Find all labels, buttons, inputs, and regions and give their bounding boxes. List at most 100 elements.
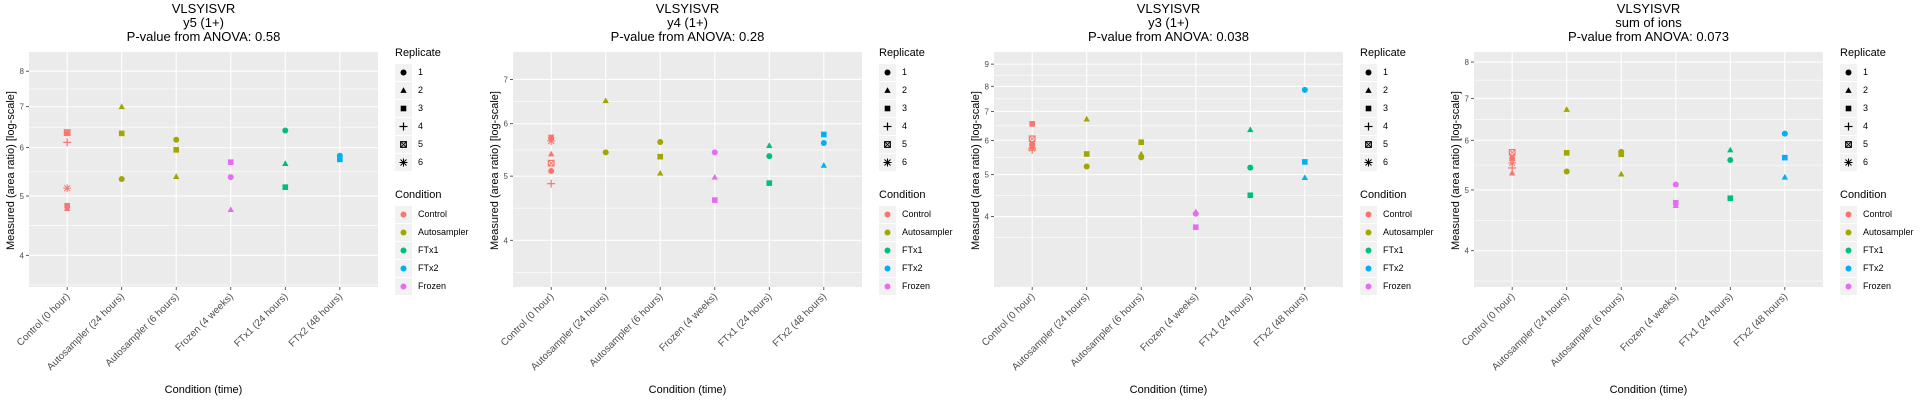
legend-key-shape [399,158,408,166]
x-axis-label: Condition (time) [164,384,243,396]
plot-background [29,52,378,287]
legend-label: 4 [418,121,424,131]
y-tick-label: 9 [985,60,990,69]
y-tick-label: 5 [985,171,990,180]
legend-label: 3 [1383,103,1389,113]
legend-title-replicate: Replicate [879,47,925,59]
data-point [63,129,71,136]
circle-icon [395,63,412,81]
legend-key-shape [1365,140,1372,148]
data-point [1508,169,1516,176]
legend-item-replicate: 2 [1840,81,1914,99]
legend-key-shape [1364,122,1373,130]
legend-item-replicate: 3 [879,99,953,117]
data-point [1302,159,1308,165]
data-point [711,173,718,180]
legend-key-shape [1365,69,1372,75]
legend-key-dot [400,211,407,217]
legend-title-condition: Condition [1360,189,1407,201]
x-axis-label: Condition (time) [1129,384,1208,396]
legend-label: Autosampler [1863,227,1914,237]
legend-item-condition: FTx1 [395,241,469,259]
legend-item-condition: Frozen [879,277,953,295]
color-dot-icon [1840,205,1857,223]
legend-key-shape [1365,105,1372,111]
data-point [1618,151,1625,158]
data-point [1727,157,1734,164]
plus-icon [1360,117,1377,135]
legend-item-replicate: 5 [1840,135,1914,153]
legend-key-dot [884,211,891,217]
triangle-icon [1360,81,1377,99]
color-dot-icon [1840,277,1857,295]
data-point [1247,192,1254,199]
data-point [118,103,125,110]
color-dot-icon [1840,223,1857,241]
data-point [1563,150,1570,156]
chart-title: VLSYISVR y4 (1+) P-value from ANOVA: 0.28 [513,2,862,44]
data-point [63,138,72,147]
plus-icon [879,117,896,135]
legend-item-condition: Frozen [1840,277,1914,295]
x-tick-label: FTx1 (24 hours) [1677,291,1735,349]
legend-key-dot [1845,247,1852,253]
legend-title-condition: Condition [879,189,926,201]
legend-label: Frozen [418,281,447,291]
circle-icon [879,63,896,81]
data-point [1247,126,1254,133]
y-axis-label: Measured (area ratio) [log-scale] [5,90,17,250]
legend-item-condition: Frozen [1360,277,1434,295]
data-point [1509,155,1516,162]
legend-item-condition: Autosampler [1840,223,1914,241]
data-point [337,156,343,163]
legend-key-shape [400,69,407,75]
ion-subtitle: sum of ions [1615,15,1682,30]
legend-label: 3 [418,103,424,113]
asterisk-icon [1840,153,1857,171]
legend-item-replicate: 1 [1360,63,1434,81]
legend-key-dot [1845,265,1852,271]
pvalue-label: P-value from ANOVA: 0.28 [610,29,765,44]
legend-label: 3 [902,103,908,113]
data-point [1672,181,1679,188]
legend-item-replicate: 3 [1360,99,1434,117]
legend-key-shape [400,86,407,93]
data-point [547,179,556,188]
data-point [227,174,234,181]
legend-key-shape [1844,122,1853,130]
data-point [1672,202,1679,209]
legend-label: 1 [1863,67,1869,77]
pvalue-label: P-value from ANOVA: 0.073 [1568,29,1729,44]
circle-icon [1360,63,1377,81]
data-point [711,149,718,156]
data-point [118,130,125,137]
color-dot-icon [1360,241,1377,259]
data-point [547,136,556,145]
data-point [1083,115,1090,122]
legend-label: 1 [418,67,424,77]
legend-title-replicate: Replicate [1840,47,1886,59]
data-point [1192,224,1199,231]
ion-subtitle: y3 (1+) [1148,15,1189,30]
x-tick-label: FTx1 (24 hours) [716,291,774,349]
data-point [1563,106,1570,112]
legend-label: 4 [902,121,908,131]
legend-key-dot [400,265,407,271]
legend-key-dot [884,229,891,235]
legend-label: 6 [418,157,424,167]
legend: Replicate 1 2 3 4 5 6 Condition Control Autosampl… [395,47,469,295]
triangle-icon [1840,81,1857,99]
legend-item-replicate: 2 [1360,81,1434,99]
legend-key-shape [1845,140,1852,148]
legend-label: Control [1863,209,1893,219]
data-point [766,142,773,149]
y-axis-label: Measured (area ratio) [log-scale] [489,90,501,250]
legend-key-shape [1845,69,1852,75]
data-point [547,159,555,167]
y-tick-label: 7 [20,103,25,112]
color-dot-icon [1840,259,1857,277]
legend-item-replicate: 3 [1840,99,1914,117]
